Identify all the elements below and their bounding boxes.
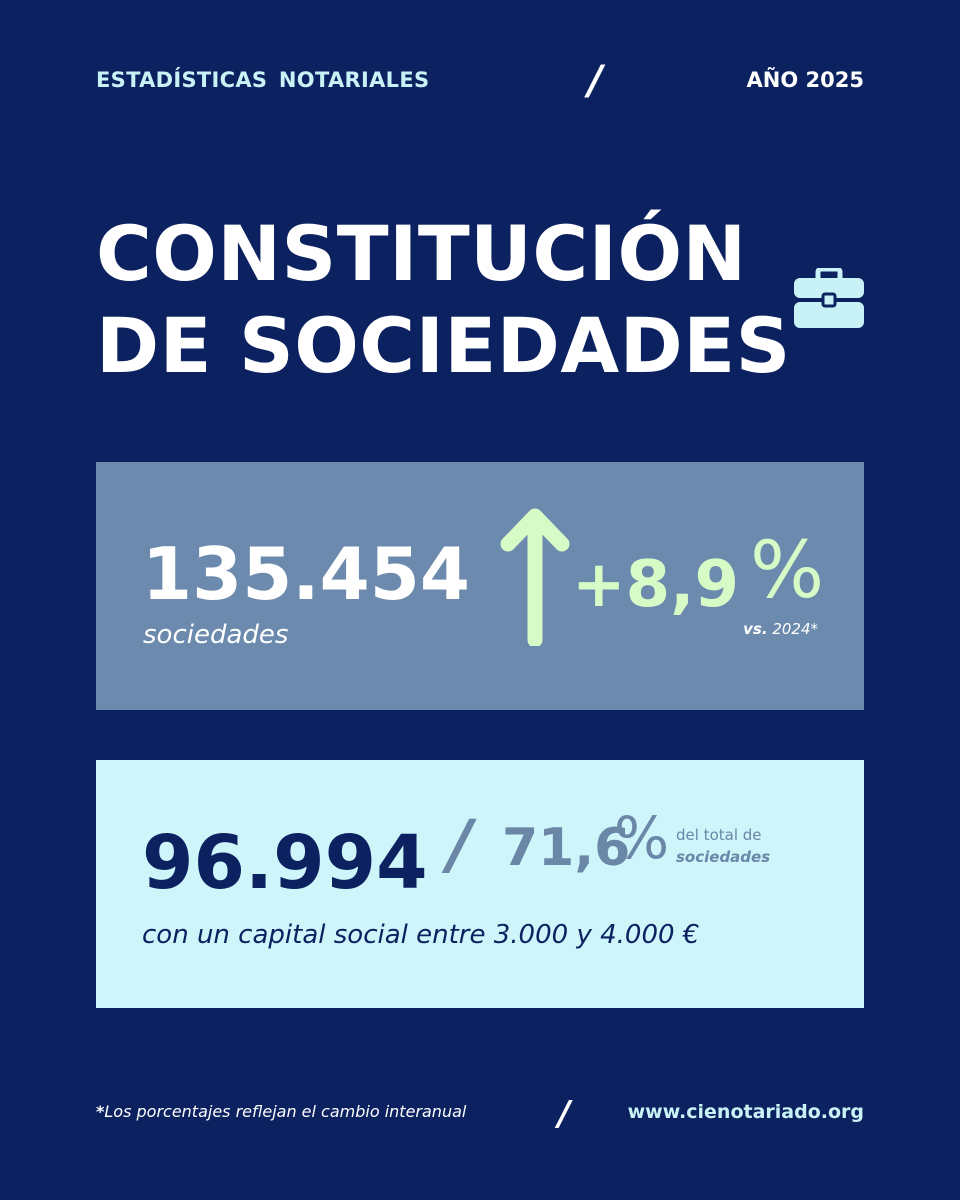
comparison-prefix: vs. — [743, 620, 768, 638]
capital-range-card: 96.994 / 71,6 % del total de sociedades … — [96, 760, 864, 1008]
total-companies-card: 135.454 sociedades +8,9 % vs. 2024* — [96, 462, 864, 710]
capital-range-description: con un capital social entre 3.000 y 4.00… — [142, 920, 700, 950]
footer-separator: / — [558, 1094, 571, 1134]
annual-change-value: +8,9 — [572, 548, 739, 622]
comparison-year: 2024* — [772, 620, 818, 638]
header-year-label: AÑO 2025 — [746, 68, 864, 92]
capital-range-share-note: del total de sociedades — [676, 824, 770, 868]
total-companies-value: 135.454 — [142, 532, 470, 616]
capital-range-value: 96.994 — [142, 820, 428, 906]
header-left-label: ESTADÍSTICAS NOTARIALES — [96, 68, 430, 92]
annual-change-percent-sign: % — [750, 526, 825, 616]
footer-note-text: Los porcentajes reflejan el cambio inter… — [104, 1102, 467, 1121]
capital-range-share-value: 71,6 — [502, 818, 631, 878]
arrow-up-icon — [500, 508, 570, 646]
capital-range-separator: / — [448, 806, 473, 883]
footer-website-link[interactable]: www.cienotariado.org — [627, 1101, 864, 1123]
title-line-1: CONSTITUCIÓN — [96, 209, 747, 298]
title-line-2: DE SOCIEDADES — [96, 301, 791, 390]
page-title: CONSTITUCIÓN DE SOCIEDADES — [96, 208, 791, 392]
total-companies-label: sociedades — [143, 620, 289, 650]
comparison-label: vs. 2024* — [743, 620, 818, 638]
capital-range-percent-sign: % — [614, 804, 670, 872]
footer-asterisk: * — [96, 1102, 105, 1121]
share-note-line-1: del total de — [676, 826, 762, 844]
header-separator: / — [588, 58, 603, 104]
share-note-line-2: sociedades — [676, 848, 771, 866]
footer-note: *Los porcentajes reflejan el cambio inte… — [96, 1102, 466, 1121]
briefcase-icon — [794, 268, 864, 328]
